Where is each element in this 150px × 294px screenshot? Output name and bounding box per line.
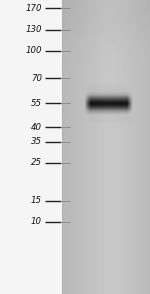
Text: 15: 15 <box>31 196 42 205</box>
Text: 25: 25 <box>31 158 42 167</box>
Text: 100: 100 <box>26 46 42 55</box>
Text: 70: 70 <box>31 74 42 83</box>
Text: 130: 130 <box>26 26 42 34</box>
Bar <box>0 0 62 294</box>
Text: 35: 35 <box>31 137 42 146</box>
Text: 170: 170 <box>26 4 42 13</box>
Text: 55: 55 <box>31 99 42 108</box>
Text: 10: 10 <box>31 218 42 226</box>
Text: 40: 40 <box>31 123 42 132</box>
